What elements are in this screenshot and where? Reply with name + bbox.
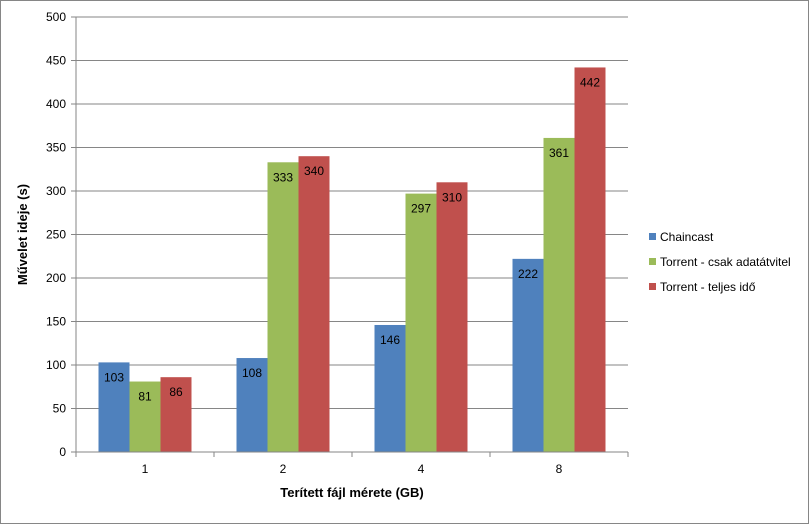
bar bbox=[298, 156, 330, 452]
legend-swatch bbox=[649, 233, 656, 240]
y-axis-title: Művelet ideje (s) bbox=[15, 184, 30, 285]
legend-swatch bbox=[649, 283, 656, 290]
bar bbox=[98, 362, 130, 452]
data-label: 442 bbox=[580, 75, 600, 89]
x-tick-label: 1 bbox=[142, 462, 149, 476]
bar bbox=[405, 193, 437, 453]
y-tick-label: 400 bbox=[46, 97, 66, 111]
bar bbox=[574, 67, 606, 453]
x-axis-title: Terített fájl mérete (GB) bbox=[280, 485, 424, 500]
y-tick-label: 300 bbox=[46, 184, 66, 198]
y-tick-label: 200 bbox=[46, 271, 66, 285]
data-label: 103 bbox=[104, 370, 124, 384]
y-tick-label: 250 bbox=[46, 228, 66, 242]
y-tick-label: 0 bbox=[59, 445, 66, 459]
y-tick-label: 150 bbox=[46, 315, 66, 329]
legend-label: Torrent - teljes idő bbox=[660, 280, 756, 294]
data-label: 310 bbox=[442, 190, 462, 204]
y-tick-label: 450 bbox=[46, 54, 66, 68]
legend: Chaincast Torrent - csak adatátvitel Torre… bbox=[649, 230, 791, 294]
data-label: 222 bbox=[518, 267, 538, 281]
legend-label: Torrent - csak adatátvitel bbox=[660, 255, 791, 269]
data-label: 81 bbox=[138, 390, 152, 404]
data-label: 108 bbox=[242, 366, 262, 380]
data-label: 86 bbox=[169, 385, 183, 399]
x-axis-ticks: 1 2 4 8 bbox=[75, 452, 629, 476]
bar bbox=[236, 358, 268, 452]
bar bbox=[436, 182, 468, 453]
y-tick-label: 100 bbox=[46, 358, 66, 372]
x-tick-label: 2 bbox=[280, 462, 287, 476]
legend-swatch bbox=[649, 258, 656, 265]
data-label: 146 bbox=[380, 333, 400, 347]
bar bbox=[512, 258, 544, 452]
bars: 103 81 86 108 333 340 146 297 310 222 361 442 bbox=[98, 67, 606, 453]
data-label: 361 bbox=[549, 146, 569, 160]
legend-label: Chaincast bbox=[660, 230, 714, 244]
data-label: 297 bbox=[411, 202, 431, 216]
bar bbox=[543, 137, 575, 452]
bar bbox=[374, 324, 406, 452]
bar bbox=[160, 377, 192, 452]
data-label: 340 bbox=[304, 164, 324, 178]
x-tick-label: 4 bbox=[418, 462, 425, 476]
bar bbox=[129, 381, 161, 452]
bar bbox=[267, 162, 299, 453]
y-tick-label: 350 bbox=[46, 141, 66, 155]
x-tick-label: 8 bbox=[556, 462, 563, 476]
y-axis-ticks: 0 50 100 150 200 250 300 350 400 450 500 bbox=[46, 10, 76, 459]
y-tick-label: 50 bbox=[53, 402, 67, 416]
y-tick-label: 500 bbox=[46, 10, 66, 24]
data-label: 333 bbox=[273, 170, 293, 184]
